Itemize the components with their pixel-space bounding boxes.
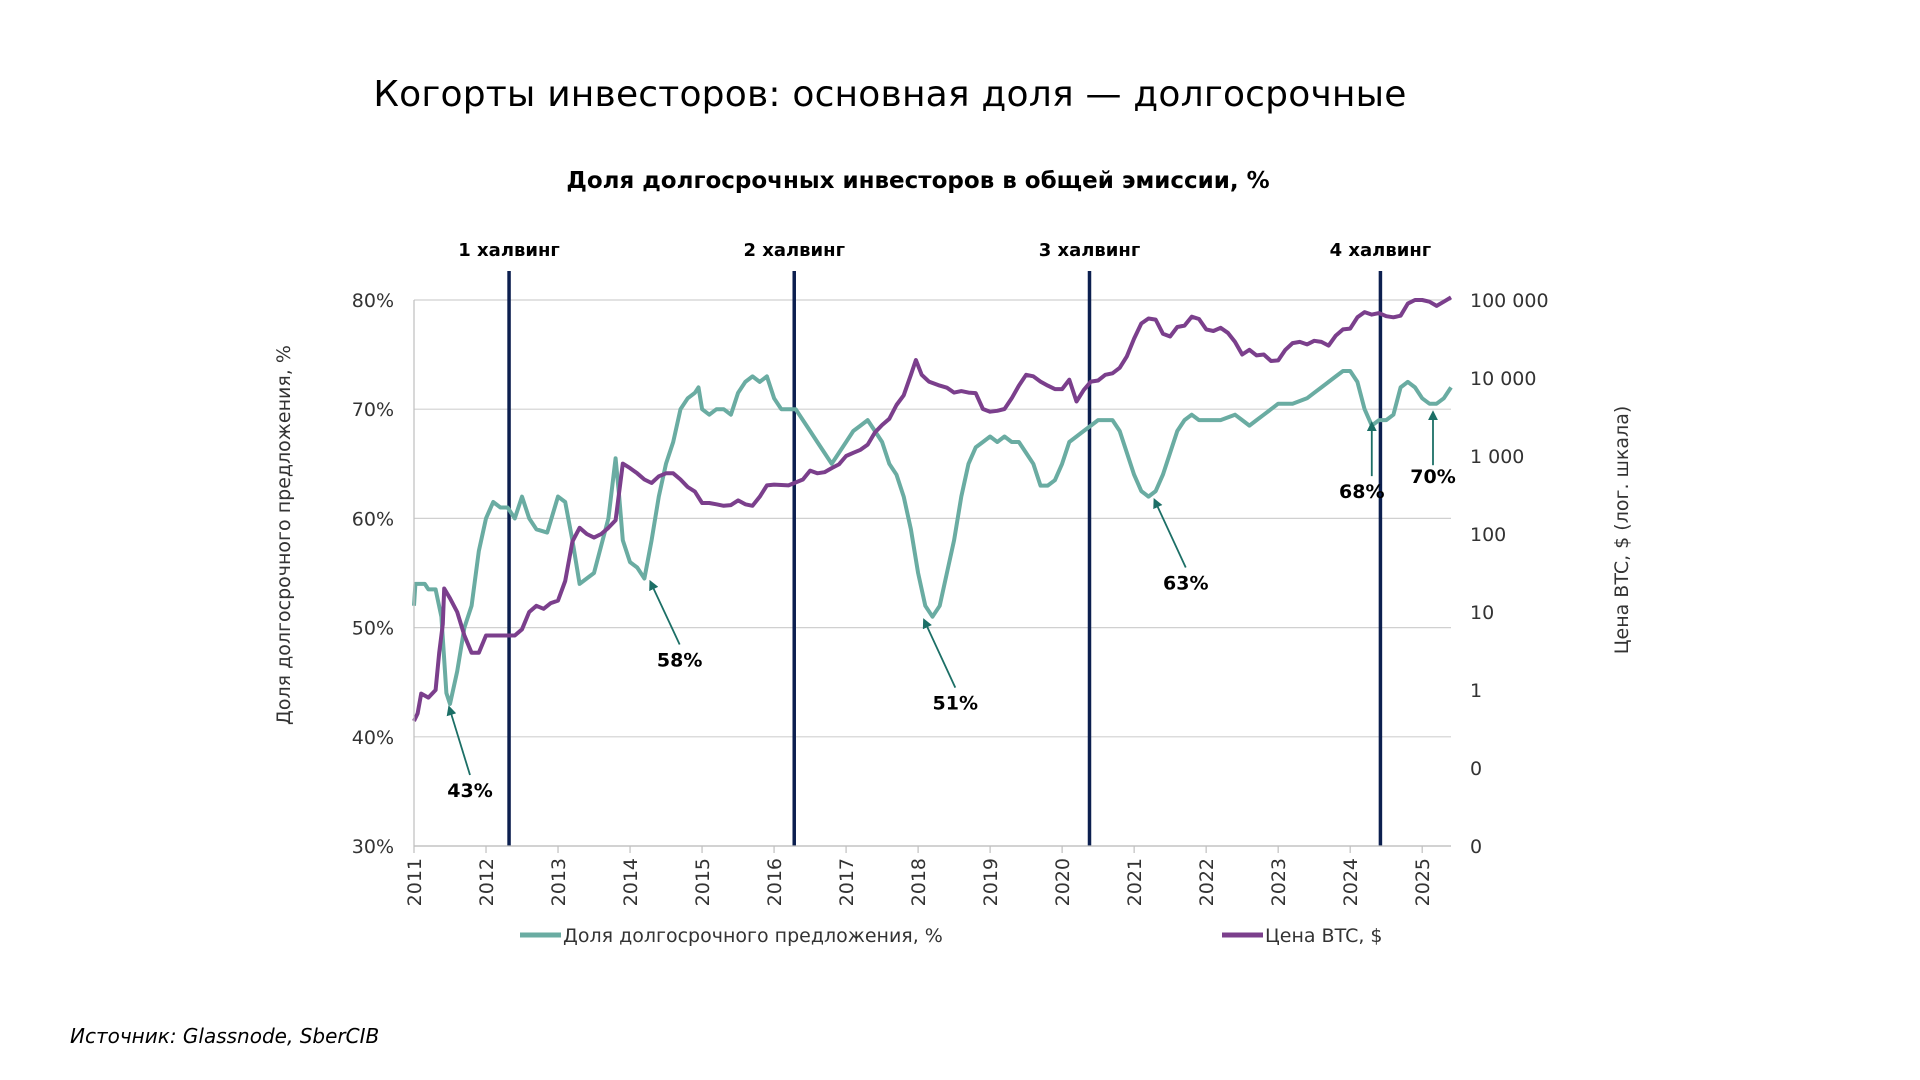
y2-tick-label: 100 000 bbox=[1470, 290, 1549, 312]
x-tick-label: 2019 bbox=[980, 858, 1002, 906]
y-tick-label: 40% bbox=[352, 727, 394, 749]
x-tick-label: 2022 bbox=[1196, 858, 1218, 906]
y2-tick-label: 1 bbox=[1470, 680, 1482, 702]
halving-lines: 1 халвинг 2 халвинг 3 халвинг 4 халвинг bbox=[458, 240, 1431, 846]
y-tick-label: 80% bbox=[352, 290, 394, 312]
x-tick-label: 2024 bbox=[1340, 858, 1362, 906]
x-tick-label: 2014 bbox=[620, 858, 642, 906]
x-tick-label: 2021 bbox=[1124, 858, 1146, 906]
y2-tick-label: 10 000 bbox=[1470, 368, 1536, 390]
x-tick-label: 2013 bbox=[548, 858, 570, 906]
annotations: 43% 58% 51% 63% 68% 70% bbox=[446, 410, 1456, 802]
x-tick-label: 2012 bbox=[476, 858, 498, 906]
x-tick-label: 2018 bbox=[908, 858, 930, 906]
axes: 30% 40% 50% 60% 70% 80% 0 0 1 10 100 1 000 10 000 100… bbox=[352, 290, 1549, 906]
annotation-arrow bbox=[922, 618, 957, 689]
halving-label: 3 халвинг bbox=[1039, 240, 1141, 261]
x-tick-label: 2025 bbox=[1412, 858, 1434, 906]
y2-tick-label: 1 000 bbox=[1470, 446, 1524, 468]
series-line-lth bbox=[412, 369, 1453, 706]
annotation-label: 43% bbox=[447, 780, 492, 802]
legend: Доля долгосрочного предложения, % Цена B… bbox=[520, 925, 1383, 947]
halving-label: 1 халвинг bbox=[458, 240, 560, 261]
y2-tick-label: 10 bbox=[1470, 602, 1494, 624]
y-tick-label: 70% bbox=[352, 399, 394, 421]
annotation-label: 68% bbox=[1339, 481, 1384, 503]
y-tick-label: 30% bbox=[352, 836, 394, 858]
annotation-label: 63% bbox=[1163, 573, 1208, 595]
y-axis-label: Доля долгосрочного предложения, % bbox=[273, 345, 295, 725]
x-tick-label: 2017 bbox=[836, 858, 858, 906]
y2-axis-label: Цена BTC, $ (лог. шкала) bbox=[1611, 406, 1633, 655]
slide-title: Когорты инвесторов: основная доля — долг… bbox=[373, 74, 1407, 115]
annotation-label: 58% bbox=[657, 649, 702, 671]
annotation-label: 51% bbox=[933, 693, 978, 715]
x-tick-label: 2020 bbox=[1052, 858, 1074, 906]
annotation-arrow bbox=[1153, 498, 1187, 568]
y2-tick-label: 0 bbox=[1470, 758, 1482, 780]
x-tick-label: 2015 bbox=[692, 858, 714, 906]
x-tick-label: 2011 bbox=[404, 858, 426, 906]
x-tick-label: 2016 bbox=[764, 858, 786, 906]
series-line-btc bbox=[412, 295, 1453, 722]
y-tick-label: 50% bbox=[352, 618, 394, 640]
halving-label: 4 халвинг bbox=[1330, 240, 1432, 261]
annotation-label: 70% bbox=[1410, 466, 1455, 488]
chart-title: Доля долгосрочных инвесторов в общей эми… bbox=[566, 168, 1269, 194]
y2-tick-label: 0 bbox=[1470, 836, 1482, 858]
x-tick-label: 2023 bbox=[1268, 858, 1290, 906]
source-note: Источник: Glassnode, SberCIB bbox=[70, 1024, 380, 1048]
halving-label: 2 халвинг bbox=[743, 240, 845, 261]
legend-label-btc: Цена BTC, $ bbox=[1265, 925, 1383, 947]
series-layer bbox=[412, 295, 1453, 722]
legend-label-lth: Доля долгосрочного предложения, % bbox=[563, 925, 943, 947]
y-tick-label: 60% bbox=[352, 508, 394, 530]
annotation-arrow bbox=[649, 579, 681, 645]
y2-tick-label: 100 bbox=[1470, 524, 1506, 546]
annotation-arrow bbox=[446, 705, 471, 776]
